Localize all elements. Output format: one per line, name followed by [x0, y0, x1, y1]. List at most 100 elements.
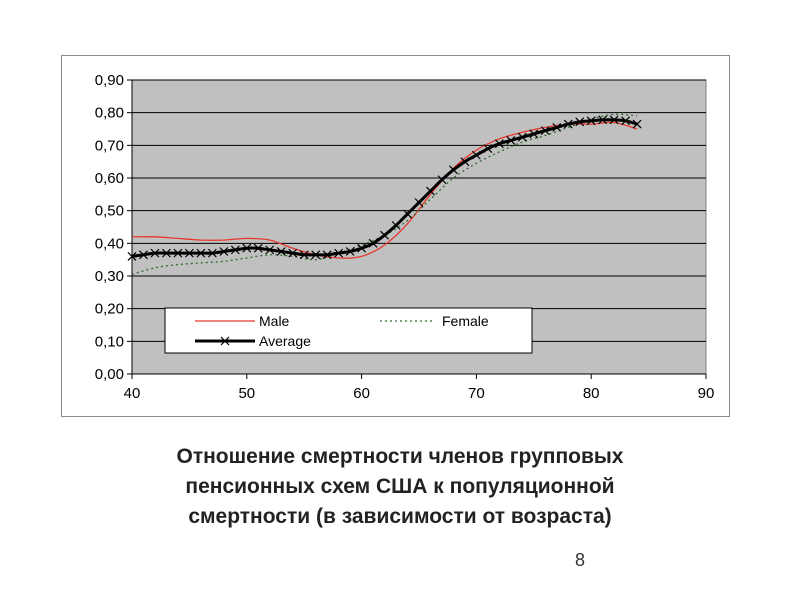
marker-stroke — [403, 209, 412, 219]
caption-line-1: Отношение смертности членов групповых — [176, 445, 624, 468]
x-tick-label: 90 — [698, 385, 715, 402]
marker-stroke — [494, 139, 504, 149]
marker-stroke — [540, 126, 550, 136]
average-point-marker — [586, 116, 596, 126]
x-tick-label: 80 — [583, 385, 600, 402]
marker-stroke — [150, 248, 160, 258]
marker-stroke — [460, 157, 470, 167]
average-point-marker — [391, 220, 401, 230]
marker-stroke — [127, 251, 137, 261]
marker-stroke — [471, 150, 481, 160]
legend-label-female: Female — [442, 313, 489, 329]
average-point-marker — [345, 247, 355, 256]
x-tick-label: 60 — [353, 385, 370, 402]
average-point-marker — [139, 250, 148, 260]
marker-stroke — [437, 175, 447, 185]
marker-stroke — [276, 247, 286, 256]
marker-stroke — [449, 165, 458, 175]
series-line-female — [131, 113, 638, 276]
average-point-marker — [621, 116, 631, 126]
marker-stroke — [288, 248, 298, 258]
average-point-marker — [529, 129, 539, 139]
average-point-marker — [403, 209, 412, 219]
legend-label-male: Male — [259, 313, 290, 329]
y-tick-label: 0,70 — [95, 137, 124, 154]
average-point-marker — [311, 250, 321, 260]
marker-stroke — [253, 243, 263, 253]
y-tick-label: 0,00 — [95, 366, 124, 383]
y-tick-label: 0,20 — [95, 301, 124, 318]
marker-stroke — [563, 119, 573, 129]
average-point-marker — [575, 117, 585, 127]
y-tick-label: 0,30 — [95, 268, 124, 285]
average-point-marker — [449, 165, 458, 175]
series-line-male — [131, 121, 638, 259]
caption-line-2: пенсионных схем США к популяционной — [185, 475, 615, 498]
average-point-marker — [173, 248, 183, 258]
marker-stroke — [632, 119, 642, 129]
average-point-marker — [242, 243, 252, 253]
marker-stroke — [322, 250, 332, 260]
average-point-marker — [230, 245, 240, 255]
y-tick-label: 0,50 — [95, 203, 124, 220]
average-point-marker — [609, 115, 619, 125]
average-point-marker — [483, 144, 493, 154]
marker-stroke — [173, 248, 183, 258]
marker-stroke — [621, 116, 631, 126]
average-point-marker — [632, 119, 642, 129]
average-point-marker — [471, 150, 481, 160]
average-point-marker — [380, 230, 389, 240]
x-tick-label: 50 — [238, 385, 255, 402]
average-point-marker — [207, 248, 217, 258]
marker-stroke — [368, 238, 378, 248]
legend: Male Female Average — [164, 307, 533, 354]
average-point-marker — [598, 115, 608, 125]
marker-stroke — [598, 115, 608, 125]
average-point-marker — [219, 247, 229, 256]
caption-line-3: смертности (в зависимости от возраста) — [188, 505, 612, 528]
average-point-marker — [540, 126, 550, 136]
average-point-marker — [288, 248, 298, 258]
average-point-marker — [517, 132, 527, 142]
average-point-marker — [506, 136, 516, 145]
average-point-marker — [437, 175, 447, 185]
average-point-marker — [357, 243, 367, 253]
chart-frame: 0,00 0,10 0,20 0,30 0,40 0,50 0,60 0,70 0,80 0,90… — [61, 55, 730, 417]
marker-stroke — [426, 186, 435, 196]
average-point-marker — [552, 122, 562, 132]
average-point-marker — [322, 250, 332, 260]
marker-stroke — [391, 220, 401, 230]
y-tick-label: 0,10 — [95, 333, 124, 350]
average-point-marker — [184, 248, 194, 258]
average-point-marker — [414, 198, 424, 207]
average-point-marker — [276, 247, 286, 256]
average-point-marker — [563, 119, 573, 129]
x-tick-label: 70 — [468, 385, 485, 402]
marker-stroke — [575, 117, 585, 127]
average-point-marker — [265, 245, 275, 255]
page-number: 8 — [575, 550, 586, 570]
legend-marker-average — [220, 336, 230, 346]
marker-stroke — [242, 243, 252, 253]
legend-label-average: Average — [259, 333, 311, 349]
average-point-marker — [162, 248, 171, 258]
marker-stroke — [586, 116, 596, 126]
x-tick-label: 40 — [124, 385, 141, 402]
marker-stroke — [230, 245, 240, 255]
marker-stroke — [265, 245, 275, 255]
marker-stroke — [483, 144, 493, 154]
marker-stroke — [414, 198, 424, 207]
y-tick-label: 0,80 — [95, 105, 124, 122]
y-tick-label: 0,90 — [95, 72, 124, 89]
marker-stroke — [552, 122, 562, 132]
average-point-marker — [299, 250, 309, 260]
legend-box — [164, 307, 533, 354]
marker-stroke — [219, 247, 229, 256]
marker-stroke — [196, 248, 206, 258]
marker-stroke — [345, 247, 355, 256]
line-chart: 0,00 0,10 0,20 0,30 0,40 0,50 0,60 0,70 0,80 0,90… — [95, 72, 715, 402]
caption: Отношение смертности членов групповых пе… — [0, 442, 800, 532]
marker-stroke — [380, 230, 389, 240]
y-tick-label: 0,60 — [95, 170, 124, 187]
average-point-marker — [196, 248, 206, 258]
